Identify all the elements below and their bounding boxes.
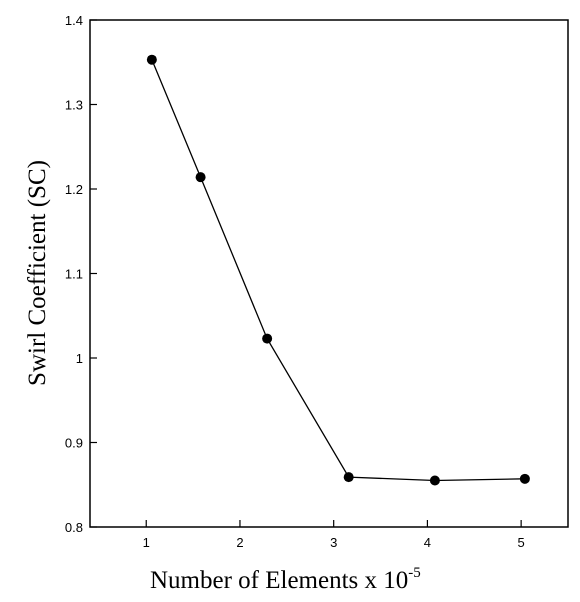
- data-point-1: [195, 172, 206, 183]
- series-line: [151, 59, 525, 482]
- data-point-2: [262, 333, 273, 344]
- data-points: [146, 54, 530, 486]
- y-tick-label-3: 1.1: [65, 267, 83, 282]
- data-point-0: [146, 54, 157, 65]
- y-tick-label-2: 1: [76, 351, 83, 366]
- x-axis-title: Number of Elements x 10-5: [150, 565, 421, 594]
- y-tick-label-4: 1.2: [65, 182, 83, 197]
- x-tick-label-0: 1: [143, 535, 150, 550]
- x-tick-label-4: 5: [518, 535, 525, 550]
- plot-frame: [89, 19, 569, 528]
- y-tick-label-1: 0.9: [65, 436, 83, 451]
- data-point-5: [519, 473, 530, 484]
- y-tick-label-6: 1.4: [65, 13, 83, 28]
- x-tick-label-1: 2: [236, 535, 243, 550]
- y-axis-title: Swirl Coefficient (SC): [24, 160, 51, 386]
- x-axis-ticks: 1 2 3 4 5: [143, 520, 525, 550]
- y-tick-label-5: 1.3: [65, 98, 83, 113]
- x-tick-label-3: 4: [424, 535, 431, 550]
- y-axis-ticks: 0.8 0.9 1 1.1 1.2 1.3 1.4: [65, 13, 97, 535]
- data-point-3: [343, 472, 354, 483]
- x-axis-title-main: Number of Elements x 10: [150, 567, 408, 594]
- x-axis-title-exponent: -5: [408, 565, 421, 581]
- x-tick-label-2: 3: [330, 535, 337, 550]
- y-tick-label-0: 0.8: [65, 520, 83, 535]
- data-point-4: [429, 475, 440, 486]
